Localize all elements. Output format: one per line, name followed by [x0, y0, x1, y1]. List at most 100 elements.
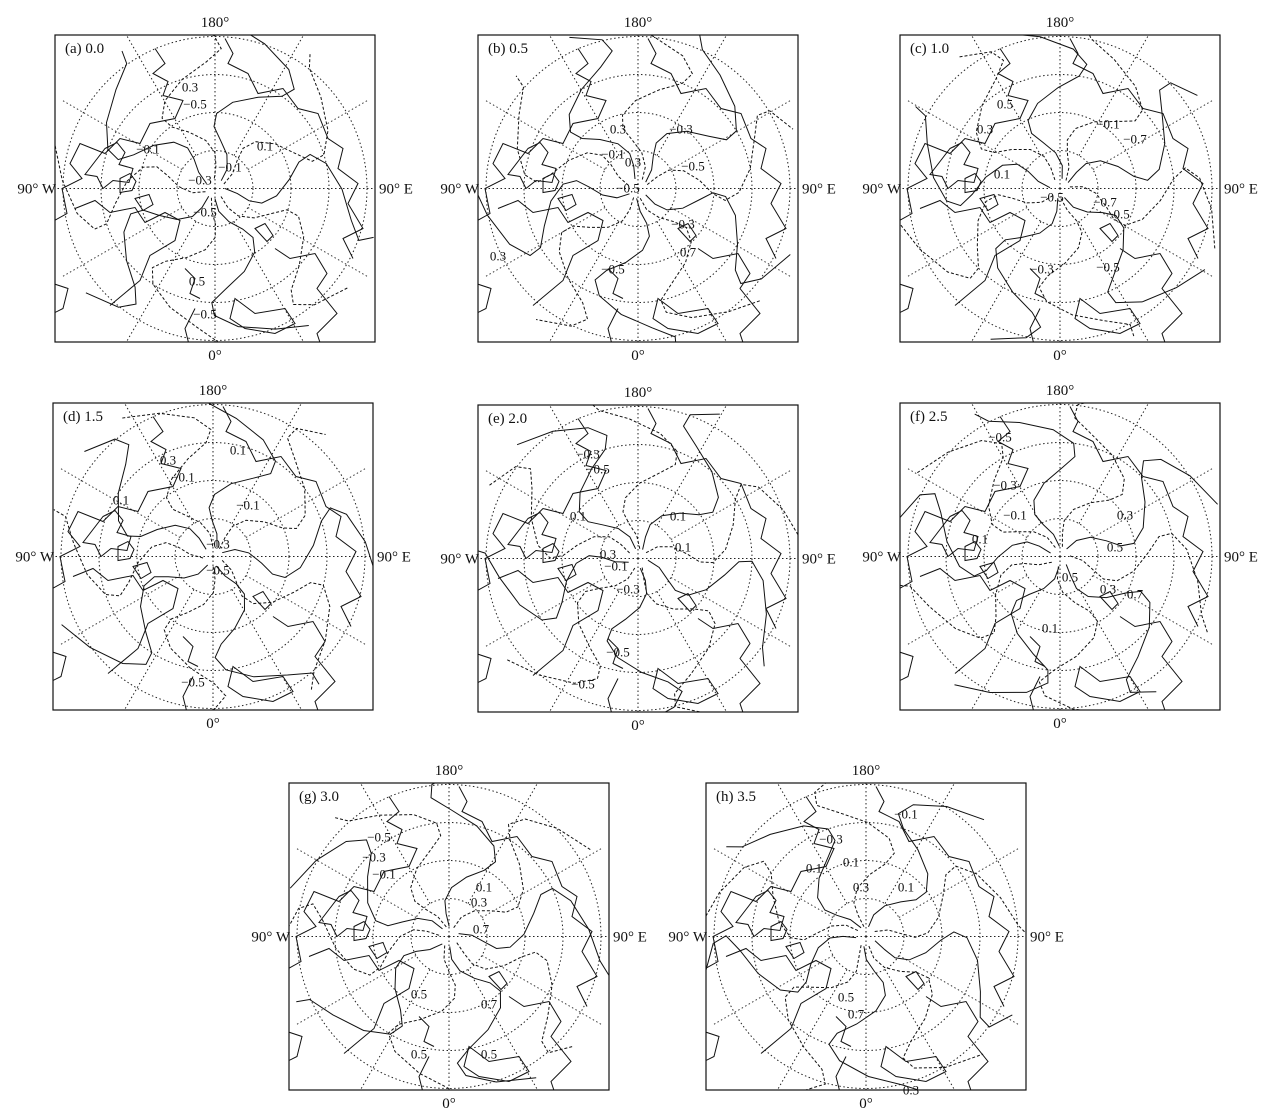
right-label: 90° E — [802, 552, 836, 568]
panel-label: (e) 2.0 — [488, 411, 527, 427]
contour-label: −0.1 — [136, 142, 160, 157]
panel-label: (c) 1.0 — [910, 41, 949, 57]
contour-label: 0.1 — [476, 880, 492, 895]
contour-label: 0.3 — [1117, 508, 1133, 523]
right-label: 90° E — [379, 182, 413, 198]
contour-line — [869, 805, 985, 927]
panel: (g) 3.0−0.5−0.3−0.10.10.30.70.50.70.50.5… — [251, 760, 647, 1114]
contour-label: 0.5 — [189, 274, 205, 289]
panel: (d) 1.50.30.1−0.10.1−0.1−0.3−0.5−0.5180°… — [15, 380, 411, 734]
contour-line — [450, 947, 537, 1083]
left-label: 90° W — [15, 550, 54, 566]
contour-line — [869, 946, 983, 1068]
top-label: 180° — [199, 383, 228, 399]
contour-label: −0.5 — [193, 307, 217, 322]
coastline — [269, 787, 597, 1097]
contour-line — [84, 439, 206, 549]
top-label: 180° — [435, 763, 464, 779]
contour-line — [875, 932, 1012, 1027]
contour-line — [1067, 459, 1218, 549]
meridian — [246, 576, 366, 646]
bottom-label: 0° — [206, 716, 220, 732]
contour-label: −0.1 — [372, 867, 396, 882]
contour-label: 0.5 — [1062, 570, 1078, 585]
panel: (b) 0.50.3−0.3−0.10.3−0.5−0.5−0.30.70.3−… — [440, 12, 836, 366]
contour-label: −0.1 — [1003, 508, 1027, 523]
meridian — [1079, 403, 1149, 523]
contour-label: −0.3 — [616, 582, 640, 597]
meridian — [671, 470, 791, 540]
top-label: 180° — [624, 15, 653, 31]
bottom-label: 0° — [631, 348, 645, 364]
contour-label: −0.1 — [218, 160, 242, 175]
contour-label: −0.5 — [193, 205, 217, 220]
meridian — [550, 35, 620, 155]
contour-label: −0.1 — [171, 470, 195, 485]
coastline — [35, 39, 363, 349]
contour-label: 0.3 — [977, 122, 993, 137]
contour-label: −0.5 — [367, 830, 391, 845]
map — [269, 760, 626, 1114]
contour-line — [815, 773, 895, 927]
meridian — [60, 576, 180, 646]
contour-label: −0.5 — [988, 430, 1012, 445]
contour-label: 0.7 — [1127, 587, 1144, 602]
contour-label: −0.3 — [671, 217, 695, 232]
contour-label: −0.5 — [1096, 260, 1120, 275]
meridian — [972, 589, 1042, 709]
contour-label: −0.1 — [604, 559, 628, 574]
contour-label: −0.5 — [601, 262, 625, 277]
left-label: 90° W — [668, 930, 707, 946]
contour-label: −0.3 — [1030, 262, 1054, 277]
panel-label: (f) 2.5 — [910, 409, 948, 425]
contour-line — [705, 936, 857, 992]
top-label: 180° — [1046, 15, 1075, 31]
contour-label: 0.3 — [610, 122, 626, 137]
contour-label: −0.3 — [576, 447, 600, 462]
left-label: 90° W — [862, 182, 901, 198]
contour-label: 0.1 — [230, 443, 246, 458]
contour-line — [1066, 24, 1143, 180]
contour-label: −0.3 — [206, 537, 230, 552]
map — [880, 380, 1237, 734]
contour-line — [1070, 533, 1208, 632]
bottom-label: 0° — [1053, 716, 1067, 732]
contour-label: 0.7 — [481, 997, 498, 1012]
panel: (f) 2.5−0.5−0.3−0.10.30.10.50.50.30.70.1… — [862, 380, 1258, 734]
contour-label: 0.1 — [972, 532, 988, 547]
contour-line — [454, 819, 591, 928]
bottom-label: 0° — [631, 718, 645, 734]
panel: (h) 3.5−0.1−0.30.10.10.30.10.50.70.3180°… — [668, 760, 1064, 1114]
contour-label: 0.1 — [113, 493, 129, 508]
top-label: 180° — [1046, 383, 1075, 399]
map — [880, 12, 1237, 366]
contour-label: 0.3 — [1100, 582, 1116, 597]
contour-line — [959, 52, 1055, 180]
contour-label: 0.7 — [473, 922, 490, 937]
contour-label: −0.3 — [188, 173, 212, 188]
top-label: 180° — [852, 763, 881, 779]
contour-label: 0.1 — [570, 509, 586, 524]
right-label: 90° E — [377, 550, 411, 566]
meridian — [485, 208, 605, 278]
contour-label: 0.5 — [838, 990, 854, 1005]
contour-line — [642, 568, 715, 713]
left-label: 90° W — [251, 930, 290, 946]
contour-label: 0.7 — [848, 1007, 865, 1022]
left-label: 90° W — [862, 550, 901, 566]
contour-line — [62, 565, 208, 664]
right-label: 90° E — [1224, 550, 1258, 566]
bottom-label: 0° — [1053, 348, 1067, 364]
right-label: 90° E — [1030, 930, 1064, 946]
map — [33, 380, 390, 734]
contour-line — [164, 567, 226, 720]
meridian — [296, 956, 416, 1026]
contour-label: −0.1 — [236, 498, 260, 513]
contour-label: −0.5 — [616, 181, 640, 196]
contour-line — [829, 946, 924, 1092]
contour-label: 0.1 — [806, 861, 822, 876]
contour-label: 0.3 — [625, 155, 641, 170]
panel-label: (b) 0.5 — [488, 41, 528, 57]
map — [458, 382, 815, 736]
meridian — [657, 405, 727, 525]
